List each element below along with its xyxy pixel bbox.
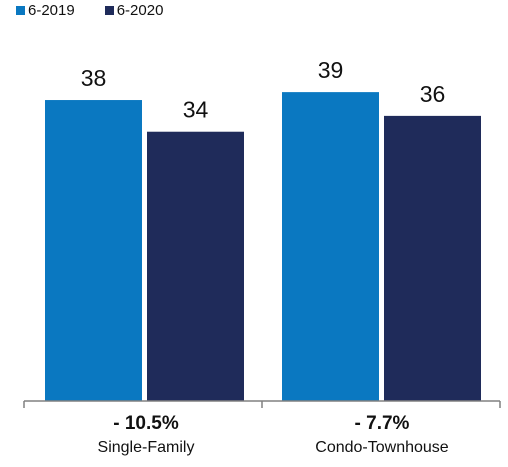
legend-swatch-series-1	[16, 6, 25, 15]
data-label-single-family-series-2: 34	[183, 97, 209, 123]
legend: 6-2019 6-2020	[16, 2, 163, 19]
data-label-condo-townhouse-series-1: 39	[318, 57, 344, 83]
category-single-family: - 10.5% Single-Family	[36, 413, 256, 457]
legend-item-series-1: 6-2019	[16, 2, 75, 19]
category-label-condo-townhouse: Condo-Townhouse	[315, 439, 449, 456]
legend-label-series-1: 6-2019	[28, 2, 75, 19]
legend-item-series-2: 6-2020	[104, 2, 164, 19]
category-change-condo-townhouse: - 7.7%	[354, 413, 410, 434]
bar-condo-townhouse-series-2	[384, 115, 481, 401]
category-condo-townhouse: - 7.7% Condo-Townhouse	[272, 413, 492, 457]
category-change-single-family: - 10.5%	[113, 413, 179, 434]
data-label-condo-townhouse-series-2: 36	[420, 81, 446, 107]
bar-condo-townhouse-series-1	[282, 92, 379, 402]
data-label-single-family-series-1: 38	[81, 65, 107, 91]
bar-single-family-series-2	[147, 131, 244, 401]
category-label-single-family: Single-Family	[97, 439, 195, 456]
legend-label-series-2: 6-2020	[116, 2, 164, 19]
legend-swatch-series-2	[104, 6, 114, 15]
bar-single-family-series-1	[45, 100, 142, 401]
